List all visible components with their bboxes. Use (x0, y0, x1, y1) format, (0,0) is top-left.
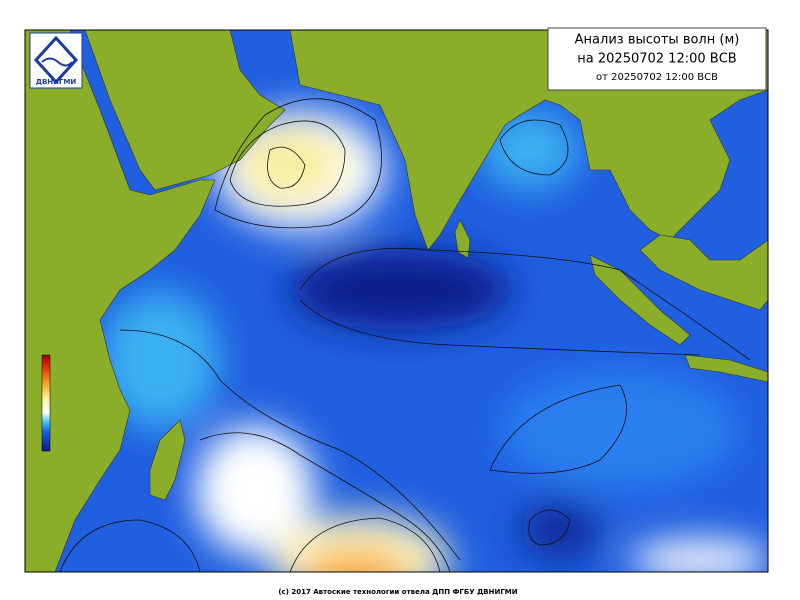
title-line: на 20250702 12:00 ВСВ (577, 52, 736, 67)
isolines (59, 98, 751, 572)
logo-mark (33, 35, 79, 85)
title-line: Анализ высоты волн (м) (575, 33, 740, 48)
colorbar-scale (41, 354, 51, 452)
title-frame (547, 27, 767, 91)
title-box: Анализ высоты волн (м) на 20250702 12:00… (547, 27, 767, 91)
wave-field (100, 110, 768, 572)
footer: (с) 2017 Автоские технологии отвела ДПП … (278, 588, 517, 596)
map-area (25, 30, 768, 572)
logo: ДВНИГМИ (29, 32, 83, 89)
colorbar (41, 354, 51, 452)
logo-wave (41, 57, 73, 67)
title-line: от 20250702 12:00 ВСВ (596, 72, 718, 83)
logo-text: ДВНИГМИ (36, 78, 77, 86)
map-frame (24, 29, 769, 573)
